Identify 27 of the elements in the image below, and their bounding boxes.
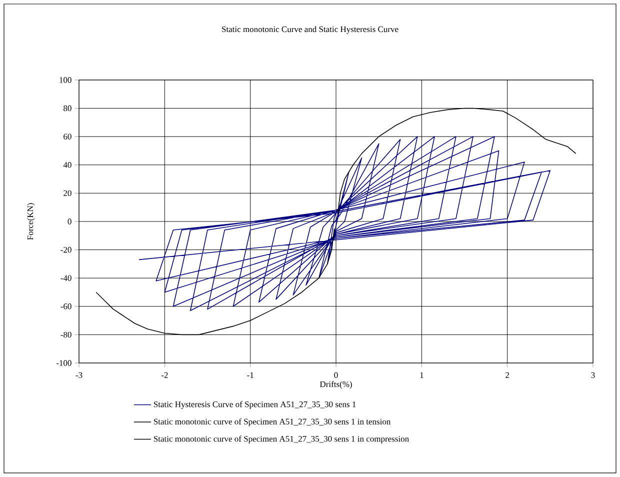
- y-tick-label: 80: [64, 105, 72, 112]
- y-tick-label: -100: [56, 360, 72, 366]
- x-tick-label: 1: [420, 372, 424, 378]
- legend-label: Static Hysteresis Curve of Specimen A51_27_35_30 sens 1: [154, 401, 356, 409]
- x-tick-label: 0: [334, 372, 338, 378]
- y-tick-label: -60: [60, 304, 72, 310]
- y-tick-label: 100: [60, 77, 72, 83]
- y-tick-label: -40: [60, 275, 72, 281]
- y-tick-label: 60: [64, 134, 72, 140]
- line-series: [96, 228, 335, 336]
- x-tick-label: 3: [591, 372, 595, 378]
- x-tick-label: 2: [506, 372, 509, 378]
- line-series: [337, 108, 576, 215]
- legend-label: Static monotonic curve of Specimen A51_27_35_30 sens 1 in tension: [154, 418, 391, 426]
- x-axis-title: Drifts(%): [320, 381, 352, 389]
- x-tick-label: -3: [76, 372, 82, 378]
- y-tick-label: -80: [60, 332, 72, 338]
- x-tick-label: -1: [247, 372, 254, 378]
- line-series: [138, 136, 551, 312]
- y-tick-label: 40: [63, 162, 72, 168]
- y-tick-label: 0: [68, 218, 72, 224]
- chart-title: Static monotonic Curve and Static Hysteresis Curve: [222, 26, 398, 34]
- y-tick-label: 20: [64, 190, 72, 196]
- y-axis-title: Force(KN): [27, 203, 35, 240]
- legend-label: Static monotonic curve of Specimen A51_27_35_30 sens 1 in compression: [154, 436, 409, 444]
- x-tick-label: -2: [161, 372, 168, 378]
- y-tick-label: -20: [60, 246, 72, 253]
